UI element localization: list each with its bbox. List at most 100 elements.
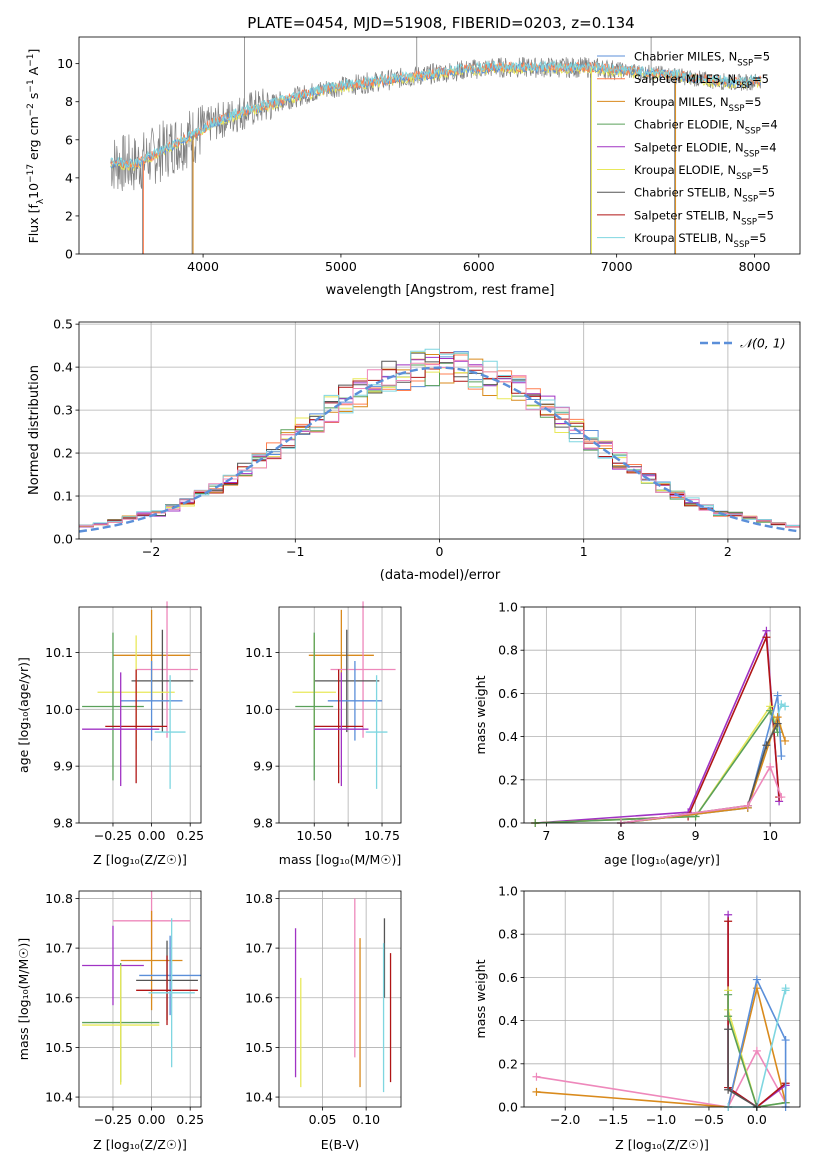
plot-area: [294, 898, 392, 1093]
axes-mass_age: 10.50 10.75 9.8 9.9 10.0 10.1 mass [log₁₀(M/M☉…: [245, 601, 402, 867]
weight-marker: [773, 691, 782, 700]
axes-residual_hist: −2 −1 0 1 2 0.0 0.1 0.2 0.3 0.4 0.5 𝒩(0, 1) (data-mo…: [27, 317, 801, 583]
x-tick-label: 0: [436, 544, 444, 559]
x-tick-label: −0.25: [94, 1112, 132, 1127]
errorbar-point: [330, 601, 396, 738]
axes-Z_age: −0.25 0.00 0.25 9.8 9.9 10.0 10.1 Z [log₁₀(Z/Z☉…: [16, 601, 204, 867]
y-tick-label: 10.6: [245, 990, 273, 1005]
chart-title: PLATE=0454, MJD=51908, FIBERID=0203, z=0…: [247, 14, 634, 32]
y-tick-label: 10.1: [45, 645, 73, 660]
weight-marker: [777, 752, 786, 761]
y-tick-label: 0.6: [498, 970, 518, 985]
x-tick-label: −1: [286, 544, 304, 559]
x-tick-label: 10: [762, 828, 778, 843]
errorbar-point: [365, 675, 388, 789]
x-tick-label: −2: [142, 544, 160, 559]
x-tick-label: −0.5: [694, 1112, 724, 1127]
y-tick-label: 10.5: [245, 1040, 273, 1055]
y-tick-label: 0.0: [53, 532, 73, 547]
plot-area: [110, 37, 762, 254]
plot-area: [79, 348, 800, 533]
y-tick-label: 10.0: [45, 702, 73, 717]
legend-entry: Kroupa ELODIE, NSSP=5: [634, 163, 769, 182]
weight-series: [620, 723, 779, 824]
axes-frame: [78, 606, 202, 824]
plot-area: [532, 910, 790, 1111]
plot-area: [82, 601, 198, 789]
y-tick-label: 1.0: [498, 884, 518, 899]
x-axis-label: Z [log₁₀(Z/Z☉)]: [615, 1137, 709, 1152]
x-tick-label: 4000: [187, 259, 219, 274]
axes-ebv_mass: 0.05 0.10 10.4 10.5 10.6 10.7 10.8 E(B-V): [245, 890, 402, 1152]
weight-series: [535, 630, 780, 824]
x-tick-label: 8000: [739, 259, 771, 274]
y-tick-label: 0.3: [53, 403, 73, 418]
errorbar-point: [120, 661, 183, 741]
x-axis-label: Z [log₁₀(Z/Z☉)]: [93, 1137, 187, 1152]
x-tick-label: 10.75: [364, 828, 400, 843]
hist-series: [79, 352, 800, 530]
axes-spectrum: 4000 5000 6000 7000 8000 0 2 4 6 8 10 wavelength [A…: [26, 36, 801, 298]
y-tick-label: 0.2: [498, 772, 518, 787]
axes-frame: [278, 890, 402, 1108]
weight-marker: [777, 793, 786, 802]
errorbar-point: [136, 601, 198, 738]
weight-series: [727, 994, 786, 1108]
weight-marker: [724, 1012, 733, 1021]
y-tick-label: 10.1: [245, 645, 273, 660]
x-tick-label: 5000: [325, 259, 357, 274]
x-tick-label: 1: [580, 544, 588, 559]
errorbar-point: [148, 918, 195, 1068]
x-axis-label: Z [log₁₀(Z/Z☉)]: [93, 852, 187, 867]
errorbar-point: [295, 632, 334, 781]
weight-marker: [752, 1046, 761, 1055]
x-tick-label: 0.00: [138, 828, 166, 843]
weight-marker: [781, 1036, 790, 1045]
axes-Z_mass: −0.25 0.00 0.25 10.4 10.5 10.6 10.7 10.8 Z [log₁…: [16, 890, 204, 1152]
legend-entry: Kroupa MILES, NSSP=5: [634, 95, 761, 114]
y-tick-label: 6: [65, 132, 73, 147]
y-tick-label: 10.5: [45, 1040, 73, 1055]
errorbar-point: [131, 629, 194, 733]
x-tick-label: −1.0: [646, 1112, 676, 1127]
weight-series: [620, 695, 783, 824]
weight-marker: [724, 917, 733, 926]
legend-entry: Kroupa STELIB, NSSP=5: [634, 231, 766, 250]
y-tick-label: 10.7: [245, 941, 273, 956]
x-axis-label: age [log₁₀(age/yr)]: [604, 852, 720, 867]
errorbar-point: [139, 935, 201, 1016]
y-tick-label: 0.5: [53, 317, 73, 332]
x-axis-label: wavelength [Angstrom, rest frame]: [326, 283, 555, 298]
errorbar-point: [314, 672, 369, 787]
x-tick-label: 8: [617, 828, 625, 843]
legend-entry: Chabrier ELODIE, NSSP=4: [634, 118, 778, 137]
y-tick-label: 0.6: [498, 686, 518, 701]
x-axis-label: (data-model)/error: [380, 568, 501, 583]
errorbar-point: [82, 672, 160, 787]
errorbar-point: [120, 910, 183, 1011]
y-tick-label: 2: [65, 208, 73, 223]
y-tick-label: 1.0: [498, 600, 518, 615]
x-tick-label: 7: [542, 828, 550, 843]
x-axis-label: mass [log₁₀(M/M☉)]: [279, 852, 401, 867]
x-tick-label: 2: [724, 544, 732, 559]
errorbar-point: [105, 669, 168, 784]
weight-marker: [532, 1072, 541, 1081]
plot-area: [531, 626, 790, 827]
y-tick-label: 10.6: [45, 990, 73, 1005]
weight-marker: [724, 1085, 733, 1094]
spectrum-lines: [110, 37, 762, 254]
y-axis-label: Normed distribution: [27, 365, 42, 495]
legend-entry: Salpeter ELODIE, NSSP=4: [634, 140, 777, 159]
axes-frame: [523, 890, 801, 1108]
y-axis-label: Flux [fλ10−17 erg cm−2 s−1 A−1]: [26, 49, 46, 244]
axes-frame: [78, 890, 202, 1108]
y-axis-label: age [log₁₀(age/yr)]: [16, 657, 31, 773]
errorbar-point: [314, 669, 364, 784]
axes-frame: [78, 36, 801, 255]
legend-entry: Salpeter STELIB, NSSP=5: [634, 208, 774, 227]
y-tick-label: 0.2: [53, 446, 73, 461]
y-tick-label: 0.2: [498, 1056, 518, 1071]
plot-area: [292, 601, 396, 789]
